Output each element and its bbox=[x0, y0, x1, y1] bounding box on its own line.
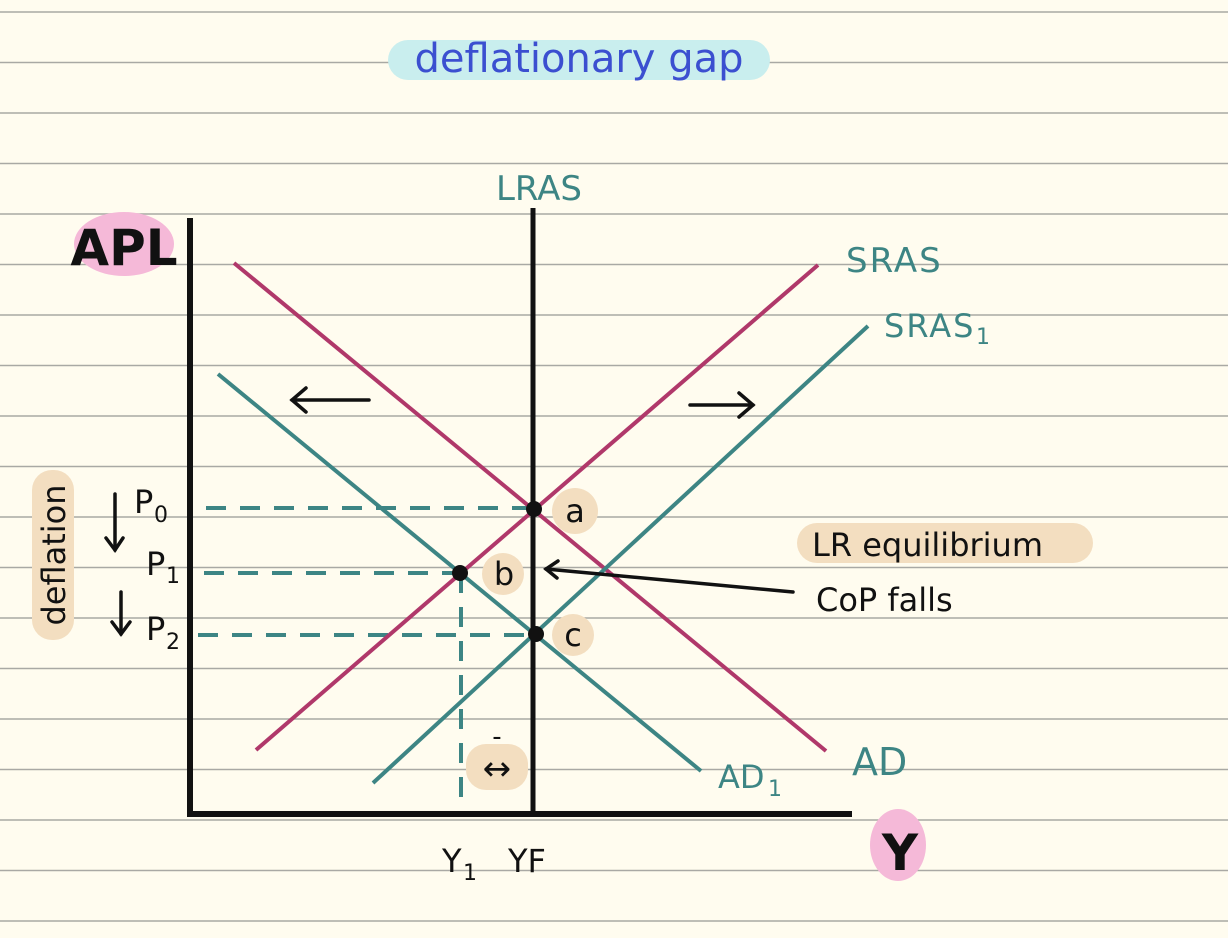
gap-marker-bar: - bbox=[492, 722, 501, 752]
point-b-dot bbox=[452, 565, 468, 581]
point-c-label: c bbox=[564, 616, 582, 654]
sras1-subscript: 1 bbox=[976, 325, 990, 350]
point-a-dot bbox=[526, 501, 542, 517]
x-axis-label: Y bbox=[881, 824, 919, 882]
point-b-label: b bbox=[494, 555, 514, 593]
deflation-arrow-1 bbox=[104, 492, 125, 554]
title: deflationary gap bbox=[415, 36, 744, 82]
ad-shift-left-arrow bbox=[289, 386, 371, 414]
sras1-curve bbox=[371, 324, 870, 785]
y1-label: Y bbox=[441, 842, 462, 880]
yf-label: YF bbox=[507, 842, 546, 880]
p0-subscript: 0 bbox=[154, 503, 168, 528]
p2-label: P bbox=[146, 610, 165, 648]
sras1-label: SRAS bbox=[884, 307, 975, 345]
x-axis-label-highlight bbox=[870, 809, 926, 881]
y-axis-label-highlight bbox=[74, 212, 174, 276]
deflation-label: deflation bbox=[35, 484, 73, 625]
ruled-lines bbox=[0, 11, 1228, 922]
title-highlight bbox=[388, 40, 770, 80]
ad1-subscript: 1 bbox=[768, 777, 782, 802]
p1-label: P bbox=[146, 545, 165, 583]
point-c-highlight bbox=[552, 614, 594, 656]
point-b-highlight bbox=[482, 553, 524, 595]
gap-arrow: ↔ bbox=[483, 749, 512, 789]
p0-label: P bbox=[134, 483, 153, 521]
sras-shift-right-arrow bbox=[688, 391, 756, 419]
lr-equilibrium-label: LR equilibrium bbox=[812, 526, 1043, 564]
lr-equilibrium-highlight bbox=[797, 523, 1093, 563]
ad-label: AD bbox=[852, 740, 907, 784]
deflation-highlight bbox=[32, 470, 74, 640]
p2-subscript: 2 bbox=[166, 630, 180, 655]
point-c-dot bbox=[528, 626, 544, 642]
y-axis-label: APL bbox=[70, 219, 177, 277]
lras-label: LRAS bbox=[496, 169, 582, 209]
y1-subscript: 1 bbox=[463, 861, 477, 886]
deflation-arrow-2 bbox=[110, 590, 132, 637]
sras-label: SRAS bbox=[846, 241, 943, 281]
cop-falls-label: CoP falls bbox=[816, 581, 953, 619]
cop-falls-arrow bbox=[543, 559, 795, 594]
p1-subscript: 1 bbox=[166, 564, 180, 589]
point-a-highlight bbox=[552, 488, 598, 534]
ad1-label: AD bbox=[718, 758, 765, 796]
point-a-label: a bbox=[565, 492, 585, 530]
gap-marker-highlight bbox=[466, 744, 528, 790]
